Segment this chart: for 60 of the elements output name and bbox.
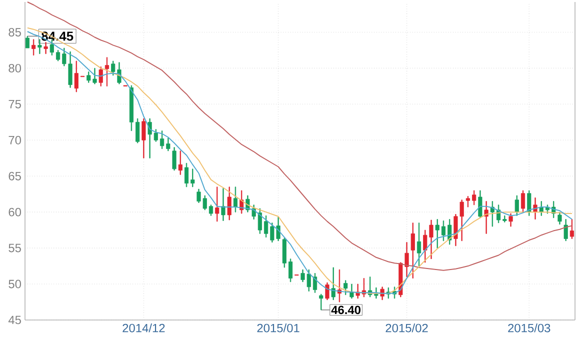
candlestick — [98, 66, 103, 86]
candlestick — [142, 118, 146, 158]
candlestick — [50, 39, 54, 56]
y-tick-label: 65 — [8, 172, 21, 180]
candlestick — [344, 280, 348, 296]
candlestick — [44, 42, 48, 54]
candlestick — [208, 204, 214, 216]
candlestick — [32, 39, 36, 56]
candlestick — [570, 219, 574, 239]
candlestick — [258, 208, 262, 234]
candlestick — [190, 168, 195, 188]
candlestick — [166, 138, 170, 152]
y-tick-label: 70 — [8, 136, 22, 144]
candlestick — [319, 294, 324, 310]
candlestick — [520, 190, 526, 212]
candlestick — [508, 213, 513, 227]
candlestick — [215, 186, 220, 222]
candlestick — [435, 219, 440, 248]
candlestick — [148, 118, 152, 158]
candlestick — [184, 162, 189, 188]
candlestick — [38, 39, 42, 54]
candlestick — [172, 147, 176, 171]
x-tick-label: 2015/02 — [386, 324, 428, 332]
y-tick-label: 55 — [8, 244, 21, 252]
y-tick-label: 85 — [8, 28, 21, 36]
candlestick — [331, 267, 336, 300]
candlestick — [416, 222, 422, 266]
candlestick — [282, 238, 286, 268]
annotation: 46.40 — [331, 306, 360, 314]
candlestick — [472, 190, 476, 206]
y-tick-label: 75 — [8, 100, 21, 108]
candlestick — [25, 36, 30, 48]
y-tick-label: 80 — [8, 64, 22, 72]
candlestick — [227, 186, 232, 220]
y-tick-label: 50 — [8, 280, 22, 288]
candlestick — [74, 60, 78, 92]
candlestick — [441, 220, 446, 242]
candlestick — [410, 222, 415, 278]
candlestick — [288, 258, 293, 282]
candlestick — [129, 85, 134, 131]
y-tick-label: 45 — [8, 316, 21, 324]
x-tick-label: 2015/03 — [508, 324, 550, 332]
candlestick — [178, 150, 182, 175]
x-tick-label: 2014/12 — [122, 324, 165, 332]
candlestick — [264, 215, 268, 238]
candlestick — [233, 186, 238, 212]
candlestick — [514, 195, 519, 216]
candlestick — [160, 130, 164, 149]
candlestick — [325, 282, 330, 300]
candlestick — [564, 219, 568, 242]
candlestick — [466, 196, 470, 208]
candlestick — [478, 190, 482, 218]
candlestick — [350, 284, 354, 299]
x-tick-label: 2015/01 — [257, 324, 300, 332]
candlestick — [136, 118, 140, 144]
candlestick — [558, 212, 562, 225]
candlestick — [56, 50, 60, 62]
y-tick-label: 60 — [8, 208, 22, 216]
candlestick — [154, 129, 158, 142]
candlestick — [502, 215, 507, 222]
